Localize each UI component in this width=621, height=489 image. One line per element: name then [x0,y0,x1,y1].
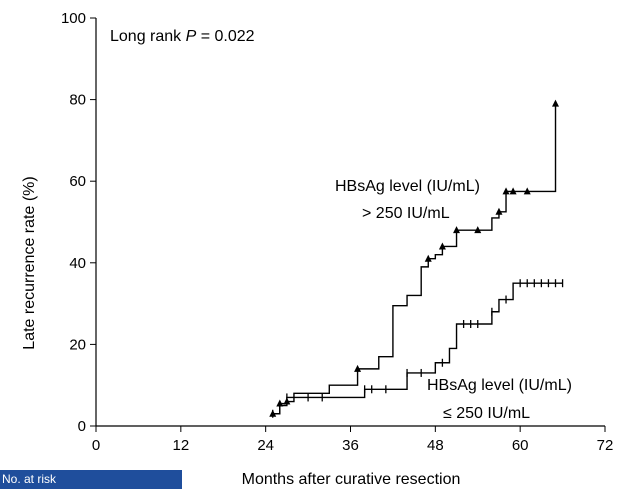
series-2-label-line2: ≤ 250 IU/mL [443,405,530,422]
y-tick-label: 60 [69,173,86,190]
y-axis-title: Late recurrence rate (%) [21,176,38,349]
series-1-censor-marker [354,364,362,372]
x-tick-label: 0 [92,437,100,454]
labels-group: Long rank P = 0.022 HBsAg level (IU/mL) … [21,28,572,488]
series-group [269,99,564,418]
series-2-step-line [272,282,563,415]
axes: 0 12 24 36 48 60 72 0 20 40 60 80 100 [61,10,613,454]
series-1-censor-marker [552,99,560,107]
series-1-censor-marker [502,187,510,195]
y-tick-label: 40 [69,255,86,272]
series-1-censor-marker [523,187,531,195]
x-tick-label: 72 [597,437,614,454]
y-tick-label: 0 [78,418,86,435]
y-tick-label: 80 [69,92,86,109]
series-1-label-line2: > 250 IU/mL [362,205,450,222]
x-tick-label: 24 [257,437,274,454]
series-1-step-line [272,103,557,415]
x-tick-label: 36 [342,437,359,454]
series-1-censor-marker [453,226,461,234]
series-1-label-line1: HBsAg level (IU/mL) [335,178,480,195]
y-tick-label: 100 [61,10,86,27]
series-1-censor-marker [509,187,517,195]
x-axis-title: Months after curative resection [242,471,461,488]
series-1-censor-marker [424,254,432,262]
series-1-censor-marker [495,207,503,215]
y-tick-label: 20 [69,336,86,353]
x-tick-label: 48 [427,437,444,454]
x-tick-label: 12 [172,437,189,454]
no-at-risk-label: No. at risk [0,470,182,489]
series-2-label-line1: HBsAg level (IU/mL) [427,377,572,394]
series-1-censor-marker [474,226,482,234]
series-1-censor-marker [438,242,446,250]
log-rank-annotation: Long rank P = 0.022 [110,28,255,45]
x-tick-label: 60 [512,437,529,454]
